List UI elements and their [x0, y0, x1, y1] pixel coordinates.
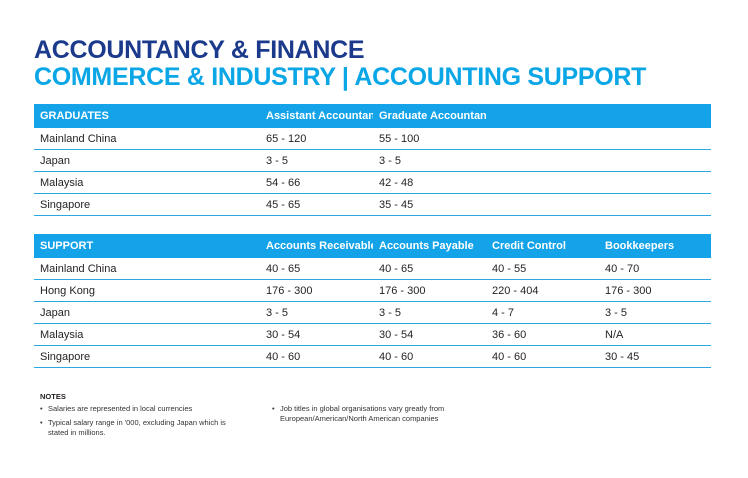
graduates-header-label: GRADUATES [34, 104, 260, 128]
table-row: Singapore 40 - 60 40 - 60 40 - 60 30 - 4… [34, 345, 711, 368]
empty-cell [599, 149, 711, 172]
row-country: Singapore [34, 345, 260, 368]
salary-cell: 176 - 300 [599, 279, 711, 302]
note-text: Job titles in global organisations vary … [280, 404, 445, 423]
salary-cell: 40 - 60 [373, 345, 486, 368]
note-item: • Salaries are represented in local curr… [40, 404, 245, 414]
column-header: Bookkeepers [599, 234, 711, 258]
salary-cell: 40 - 65 [373, 258, 486, 280]
salary-cell: 36 - 60 [486, 323, 599, 346]
table-header-row: GRADUATES Assistant Accountant Graduate … [34, 104, 711, 128]
salary-cell: 176 - 300 [260, 279, 373, 302]
row-country: Malaysia [34, 323, 260, 346]
bullet-icon: • [40, 418, 43, 427]
table-row: Mainland China 40 - 65 40 - 65 40 - 55 4… [34, 258, 711, 280]
salary-cell: 40 - 60 [260, 345, 373, 368]
graduates-salary-table: GRADUATES Assistant Accountant Graduate … [34, 104, 711, 216]
table-row: Hong Kong 176 - 300 176 - 300 220 - 404 … [34, 279, 711, 302]
salary-cell: 45 - 65 [260, 193, 373, 216]
salary-cell: 30 - 54 [373, 323, 486, 346]
salary-cell: 55 - 100 [373, 128, 486, 150]
salary-cell: 65 - 120 [260, 128, 373, 150]
salary-cell: 3 - 5 [373, 149, 486, 172]
table-row: Japan 3 - 5 3 - 5 4 - 7 3 - 5 [34, 301, 711, 324]
salary-cell: N/A [599, 323, 711, 346]
note-text: Typical salary range in '000, excluding … [48, 418, 226, 437]
salary-cell: 220 - 404 [486, 279, 599, 302]
empty-cell [486, 149, 599, 172]
column-header: Accounts Payable [373, 234, 486, 258]
notes-right-column: • Job titles in global organisations var… [272, 404, 482, 428]
salary-cell: 4 - 7 [486, 301, 599, 324]
empty-cell [599, 171, 711, 194]
row-country: Mainland China [34, 258, 260, 280]
empty-cell [599, 128, 711, 150]
row-country: Mainland China [34, 128, 260, 150]
notes-left-column: • Salaries are represented in local curr… [40, 404, 245, 442]
salary-cell: 40 - 60 [486, 345, 599, 368]
table-row: Japan 3 - 5 3 - 5 [34, 149, 711, 172]
support-salary-table: SUPPORT Accounts Receivable Accounts Pay… [34, 234, 711, 368]
salary-cell: 176 - 300 [373, 279, 486, 302]
note-item: • Typical salary range in '000, excludin… [40, 418, 245, 438]
page-subtitle: COMMERCE & INDUSTRY | ACCOUNTING SUPPORT [34, 63, 647, 91]
empty-cell [486, 128, 599, 150]
support-header-label: SUPPORT [34, 234, 260, 258]
salary-cell: 30 - 45 [599, 345, 711, 368]
column-header-empty [486, 104, 599, 128]
salary-cell: 3 - 5 [373, 301, 486, 324]
column-header: Graduate Accountant [373, 104, 486, 128]
salary-cell: 42 - 48 [373, 171, 486, 194]
salary-cell: 40 - 70 [599, 258, 711, 280]
row-country: Japan [34, 301, 260, 324]
column-header: Credit Control [486, 234, 599, 258]
row-country: Japan [34, 149, 260, 172]
table-row: Malaysia 54 - 66 42 - 48 [34, 171, 711, 194]
empty-cell [486, 171, 599, 194]
salary-cell: 40 - 65 [260, 258, 373, 280]
notes-title: NOTES [40, 392, 66, 401]
table-row: Malaysia 30 - 54 30 - 54 36 - 60 N/A [34, 323, 711, 346]
salary-cell: 30 - 54 [260, 323, 373, 346]
salary-cell: 3 - 5 [599, 301, 711, 324]
salary-cell: 3 - 5 [260, 301, 373, 324]
salary-cell: 54 - 66 [260, 171, 373, 194]
table-row: Singapore 45 - 65 35 - 45 [34, 193, 711, 216]
row-country: Hong Kong [34, 279, 260, 302]
empty-cell [599, 193, 711, 216]
note-item: • Job titles in global organisations var… [272, 404, 482, 424]
salary-cell: 3 - 5 [260, 149, 373, 172]
page-title: ACCOUNTANCY & FINANCE [34, 36, 365, 64]
note-text: Salaries are represented in local curren… [48, 404, 193, 413]
column-header: Assistant Accountant [260, 104, 373, 128]
bullet-icon: • [272, 404, 275, 413]
empty-cell [486, 193, 599, 216]
salary-cell: 35 - 45 [373, 193, 486, 216]
column-header: Accounts Receivable [260, 234, 373, 258]
row-country: Singapore [34, 193, 260, 216]
column-header-empty [599, 104, 711, 128]
table-row: Mainland China 65 - 120 55 - 100 [34, 128, 711, 150]
row-country: Malaysia [34, 171, 260, 194]
salary-cell: 40 - 55 [486, 258, 599, 280]
bullet-icon: • [40, 404, 43, 413]
table-header-row: SUPPORT Accounts Receivable Accounts Pay… [34, 234, 711, 258]
